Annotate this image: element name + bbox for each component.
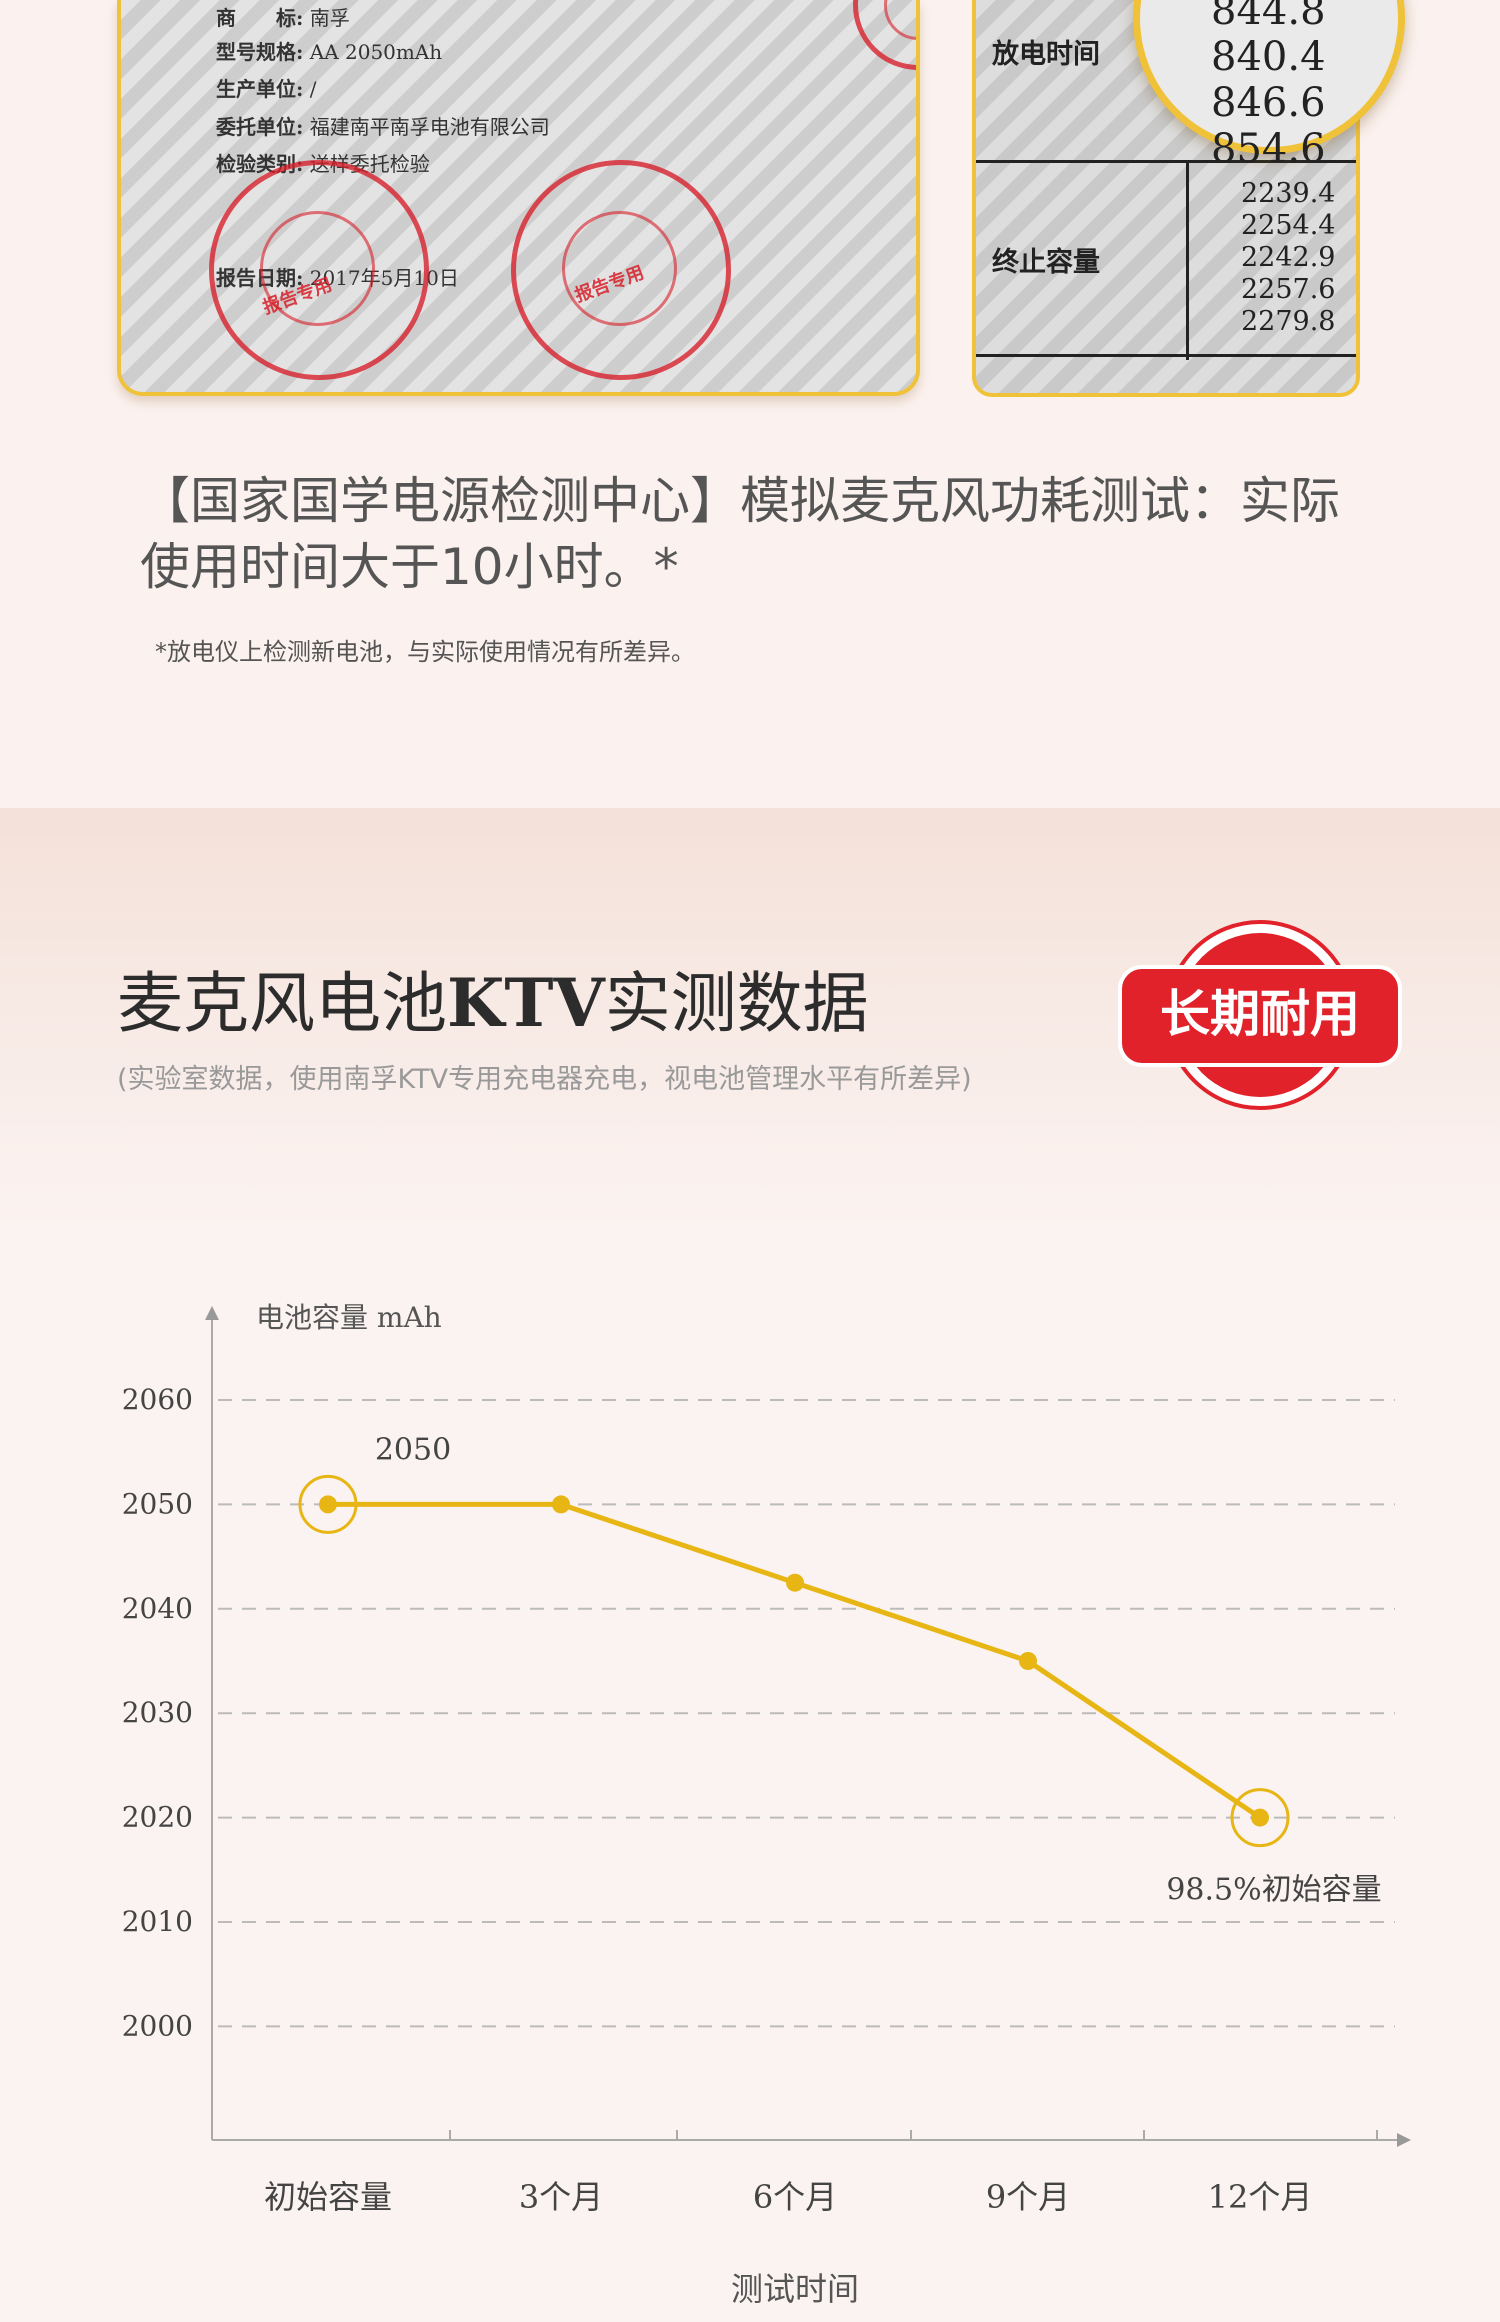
y-tick-label: 2040 [122,1592,193,1625]
highlight-ring [298,1474,358,1534]
end-capacity-label: 终止容量 [992,247,1100,278]
cert-row-model: 型号规格: AA 2050mAh [216,40,443,64]
x-tick-label: 初始容量 [264,2178,392,2216]
x-tick-label: 6个月 [753,2178,837,2216]
section-subtitle: (实验室数据，使用南孚KTV专用充电器充电，视电池管理水平有所差异) [117,1064,972,1095]
top-section: 商 标: 南孚 型号规格: AA 2050mAh 生产单位: / 委托单位: 福… [0,0,1500,808]
cert-row-brand: 商 标: 南孚 [216,6,350,30]
y-axis-arrow [205,1306,219,1320]
y-tick-label: 2030 [122,1696,193,1729]
y-tick-label: 2010 [122,1905,193,1938]
y-tick-label: 2000 [122,2009,193,2042]
y-axis-title: 电池容量 mAh [256,1301,442,1334]
red-seal-stamp [511,160,731,380]
data-point [1251,1808,1269,1827]
data-point [1019,1652,1037,1670]
end-capacity-values: 2239.4 2254.4 2242.9 2257.6 2279.8 [1241,178,1336,337]
badge-graphic: 长期耐用 [1118,920,1402,1110]
data-label: 98.5%初始容量 [1166,1873,1381,1908]
table-divider [1186,160,1189,360]
highlight-ring [1230,1788,1290,1848]
series-line [328,1501,1262,1820]
x-axis-arrow [1397,2133,1411,2147]
data-point [786,1573,804,1592]
x-tick-label: 9个月 [986,2178,1070,2216]
x-axis-title: 测试时间 [731,2270,859,2308]
x-tick-label: 3个月 [519,2178,603,2216]
table-divider [976,160,1356,163]
data-point [552,1495,570,1514]
y-tick-label: 2060 [122,1383,193,1416]
x-tick-label: 12个月 [1208,2178,1313,2216]
cert-row-manufacturer: 生产单位: / [216,77,317,101]
y-tick-label: 2020 [122,1801,193,1834]
test-certificate-image: 商 标: 南孚 型号规格: AA 2050mAh 生产单位: / 委托单位: 福… [117,0,920,396]
section-title: 麦克风电池KTV实测数据 [117,964,869,1042]
table-divider [976,354,1356,357]
durability-badge: 长期耐用 [1110,915,1410,1115]
discharge-values: 844.8 840.4 846.6 854.6 [1211,0,1326,172]
red-seal-stamp [209,160,429,380]
data-point [319,1495,337,1514]
badge-label: 长期耐用 [1160,985,1360,1043]
discharge-time-label: 放电时间 [992,39,1100,70]
y-tick-label: 2050 [122,1487,193,1520]
data-label: 2050 [375,1432,451,1467]
test-headline: 【国家国学电源检测中心】模拟麦克风功耗测试：实际使用时间大于10小时。* [140,472,1340,596]
footnote: *放电仪上检测新电池，与实际使用情况有所差异。 [155,638,695,666]
cert-row-client: 委托单位: 福建南平南孚电池有限公司 [216,115,550,139]
